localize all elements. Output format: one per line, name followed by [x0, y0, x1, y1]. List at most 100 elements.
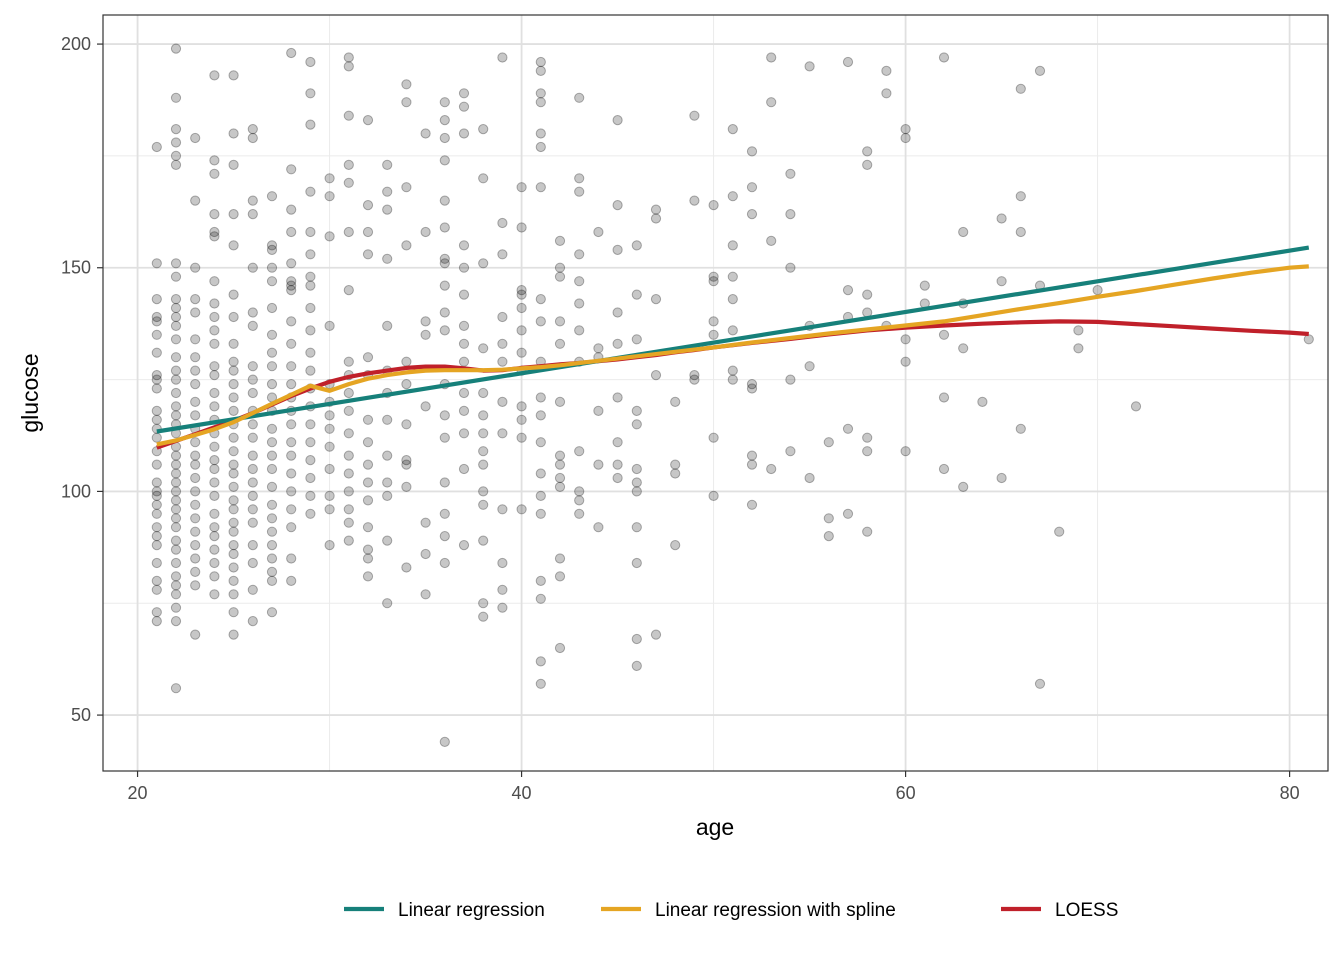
data-point [516, 347, 527, 358]
data-point [151, 258, 162, 269]
data-point [190, 566, 201, 578]
data-point [151, 141, 162, 153]
data-point [190, 262, 201, 273]
data-point [881, 65, 892, 77]
data-point [247, 387, 258, 399]
data-point [439, 280, 450, 291]
data-point [170, 571, 182, 582]
data-point [305, 325, 316, 336]
data-point [862, 146, 873, 157]
data-point [190, 195, 201, 206]
data-point [362, 553, 374, 564]
data-point [305, 347, 316, 358]
data-point [151, 370, 162, 381]
data-point [574, 276, 585, 287]
data-point [650, 294, 662, 305]
data-point [266, 526, 278, 537]
data-point [228, 392, 239, 403]
data-point [497, 338, 508, 349]
data-point [228, 356, 239, 367]
data-point [170, 352, 182, 363]
data-point [324, 441, 335, 452]
data-point [554, 459, 566, 470]
data-point [266, 302, 278, 314]
data-point [382, 535, 393, 546]
data-point [286, 47, 297, 59]
data-point [785, 209, 796, 220]
data-point [439, 258, 450, 269]
data-point [900, 124, 911, 135]
data-point [343, 110, 354, 121]
data-point [324, 191, 335, 202]
data-point [209, 209, 220, 220]
data-point [190, 132, 201, 144]
data-point [766, 235, 777, 246]
data-point [689, 195, 700, 206]
data-point [958, 226, 969, 238]
data-point [708, 200, 719, 211]
data-point [497, 602, 508, 613]
data-point [631, 463, 642, 475]
series-lines [156, 245, 1310, 450]
data-point [343, 177, 354, 188]
x-tick-label: 60 [896, 783, 916, 803]
data-point [247, 307, 258, 318]
data-point [516, 432, 527, 443]
data-point [439, 115, 450, 126]
data-point [574, 249, 585, 260]
data-point [554, 271, 566, 282]
data-point [1054, 526, 1065, 537]
data-point [439, 736, 450, 748]
data-point [190, 294, 201, 305]
data-point [362, 249, 374, 260]
data-point [266, 463, 278, 475]
data-point [708, 276, 719, 287]
data-point [228, 70, 239, 81]
data-point [170, 468, 182, 479]
data-point [228, 468, 239, 479]
data-point [151, 374, 162, 385]
data-point [535, 593, 546, 604]
data-point [209, 401, 220, 412]
data-point [190, 459, 201, 470]
x-tick-label: 80 [1280, 783, 1300, 803]
data-point [420, 401, 431, 412]
data-point [343, 504, 354, 515]
data-point [343, 285, 354, 296]
data-point [343, 405, 354, 416]
data-point [209, 490, 220, 501]
data-point [785, 168, 796, 179]
data-point [766, 52, 777, 63]
data-point [247, 374, 258, 385]
x-tick-label: 20 [128, 783, 148, 803]
data-point [247, 504, 258, 515]
data-point [209, 311, 220, 323]
data-point [535, 128, 546, 139]
data-point [382, 490, 393, 501]
data-point [554, 642, 566, 654]
data-point [746, 450, 758, 461]
data-point [458, 88, 470, 99]
data-point [766, 97, 777, 108]
data-point [305, 280, 316, 291]
data-point [420, 128, 431, 139]
data-point [305, 365, 316, 376]
data-point [151, 405, 162, 416]
data-point [382, 414, 393, 425]
data-point [209, 455, 220, 466]
data-point [151, 316, 162, 327]
data-point [247, 195, 258, 206]
data-point [170, 486, 182, 497]
data-point [439, 432, 450, 443]
data-point [286, 258, 297, 269]
data-point [823, 437, 834, 448]
data-point [746, 499, 758, 510]
data-point [497, 52, 508, 63]
data-point [228, 562, 239, 573]
data-point [842, 423, 854, 434]
data-point [170, 159, 182, 170]
data-point [650, 204, 662, 215]
data-point [228, 240, 239, 251]
data-point [151, 311, 162, 323]
data-point [305, 119, 316, 130]
